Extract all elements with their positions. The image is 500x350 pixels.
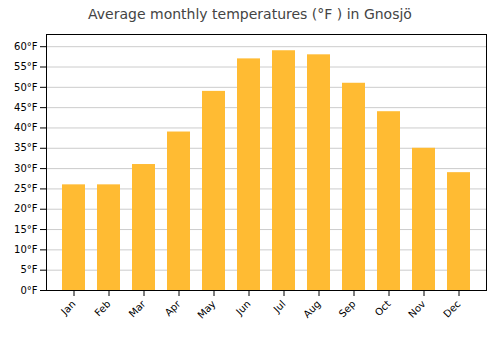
svg-text:30°F: 30°F <box>14 163 38 174</box>
svg-text:20°F: 20°F <box>14 203 38 214</box>
svg-text:45°F: 45°F <box>14 102 38 113</box>
svg-text:Sep: Sep <box>337 298 358 319</box>
svg-text:Jan: Jan <box>58 298 77 317</box>
svg-text:10°F: 10°F <box>14 244 38 255</box>
html-text:Average monthly temperatures (: Average monthly temperatures (°F ) in Gn… <box>88 6 412 22</box>
svg-text:15°F: 15°F <box>14 224 38 235</box>
svg-text:Aug: Aug <box>301 298 323 320</box>
svg-text:Jun: Jun <box>233 298 253 318</box>
svg-text:50°F: 50°F <box>14 82 38 93</box>
svg-text:0°F: 0°F <box>20 285 37 296</box>
svg-text:May: May <box>195 298 217 320</box>
svg-text:Nov: Nov <box>406 298 428 320</box>
svg-text:Dec: Dec <box>441 298 462 319</box>
svg-text:Oct: Oct <box>373 298 393 318</box>
svg-text:35°F: 35°F <box>14 142 38 153</box>
svg-text:Mar: Mar <box>127 298 149 320</box>
svg-text:55°F: 55°F <box>14 61 38 72</box>
svg-text:25°F: 25°F <box>14 183 38 194</box>
svg-text:60°F: 60°F <box>14 41 38 52</box>
svg-text:40°F: 40°F <box>14 122 38 133</box>
svg-text:Feb: Feb <box>92 298 112 318</box>
svg-text:Jul: Jul <box>271 298 288 315</box>
svg-text:5°F: 5°F <box>20 264 37 275</box>
svg-text:Apr: Apr <box>163 298 184 319</box>
